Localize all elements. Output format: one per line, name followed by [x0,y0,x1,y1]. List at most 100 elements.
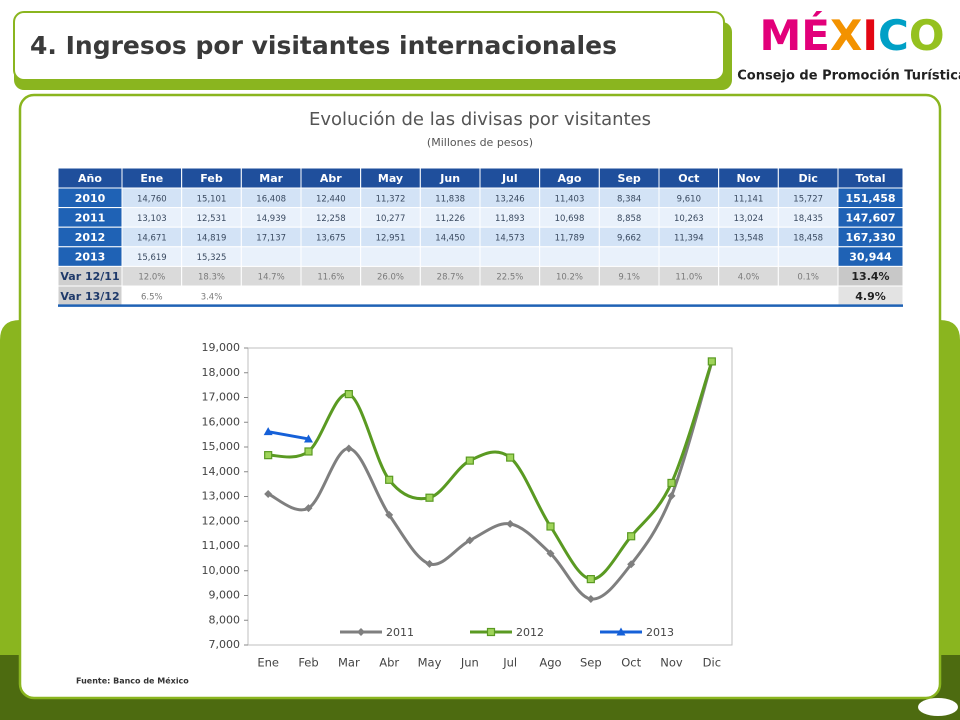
data-point [546,549,555,558]
table-cell [419,246,481,267]
data-point [304,434,313,443]
x-tick-label: Ene [257,656,279,670]
data-point [586,575,595,584]
row-label: 2010 [75,192,106,205]
table-value: 9,610 [677,194,701,204]
table-header: Año [78,172,102,185]
table-value: 12,440 [316,194,346,204]
table-value: 14,819 [197,234,227,244]
x-tick-label: Nov [660,656,683,670]
table-value: 11,226 [435,214,465,224]
table-value: 11,893 [495,214,525,224]
table-header: Sep [618,172,641,185]
table-value: 13,024 [734,214,764,224]
series-line [267,361,714,601]
data-point [627,532,636,541]
panel-subtitle: (Millones de pesos) [427,136,533,149]
x-tick-label: Ago [539,656,561,670]
table-value: 11,403 [555,194,585,204]
table-value: 14,450 [435,234,465,244]
row-label: 2012 [75,231,106,244]
legend-marker [357,628,365,636]
total-value: 13.4% [851,270,889,283]
x-tick-label: Sep [580,656,602,670]
x-tick-label: Abr [379,656,399,670]
table-cell [360,285,421,307]
table-cell [360,246,421,267]
data-point [264,489,273,498]
table-header: Jul [501,172,518,185]
table-cell [777,285,839,307]
table-header: Total [855,172,885,185]
table-value: 17,137 [256,234,286,244]
total-value: 147,607 [845,211,895,224]
table-value: 11.0% [675,273,702,283]
y-tick-label: 12,000 [202,514,241,527]
data-point [425,493,434,502]
data-point [465,536,474,545]
data-point [344,390,353,399]
table-value: 11,372 [376,194,406,204]
table-value: 10,698 [555,214,585,224]
panel-title: Evolución de las divisas por visitantes [309,109,651,130]
table-cell [718,285,779,307]
table-cell [300,246,362,267]
y-tick-label: 13,000 [202,490,241,503]
table-cell [539,246,600,267]
row-label: Var 13/12 [60,290,119,303]
logo-subtitle: Consejo de Promoción Turística [737,69,960,84]
table-cell [539,285,600,307]
y-tick-label: 19,000 [202,341,241,354]
y-tick-label: 11,000 [202,539,241,552]
y-tick-label: 14,000 [202,465,241,478]
x-tick-label: Jun [460,656,479,670]
table-value: 3.4% [201,292,223,302]
table-value: 28.7% [437,273,464,283]
table-value: 14,671 [137,234,167,244]
data-point [344,444,353,453]
table-value: 13,103 [137,214,167,224]
table-value: 13,548 [734,234,764,244]
table-cell [598,285,660,307]
table-value: 11,141 [734,194,764,204]
data-point [465,456,474,465]
table-cell [479,285,541,307]
total-value: 30,944 [849,251,892,264]
table-header: Dic [798,172,817,185]
table-cell [658,246,720,267]
y-tick-label: 10,000 [202,564,241,577]
table-value: 6.5% [141,292,163,302]
table-cell [598,246,660,267]
table-value: 14,939 [256,214,286,224]
data-point [385,475,394,484]
data-point [425,559,434,568]
table-value: 12.0% [138,273,165,283]
table-value: 14,573 [495,234,525,244]
table-cell [300,285,362,307]
table-value: 10.2% [556,273,583,283]
table-header: Nov [737,172,762,185]
total-value: 4.9% [855,290,886,303]
table-value: 12,258 [316,214,346,224]
y-tick-label: 9,000 [209,589,241,602]
row-label: 2011 [75,211,106,224]
legend-label: 2013 [646,626,674,639]
table-value: 11,838 [435,194,465,204]
total-value: 151,458 [845,192,895,205]
table-value: 15,727 [793,194,823,204]
table-value: 11,789 [555,234,585,244]
table-cell [718,246,779,267]
table-header: Abr [320,172,342,185]
row-label: Var 12/11 [60,270,119,283]
table-value: 18,435 [793,214,823,224]
data-point [304,504,313,513]
x-tick-label: May [418,656,442,670]
table-header: May [378,172,403,185]
header-box [13,11,725,81]
table-value: 14,760 [137,194,167,204]
table-header: Oct [678,172,699,185]
table-value: 22.5% [496,273,523,283]
header-title: 4. Ingresos por visitantes internacional… [30,31,617,60]
table-value: 13,246 [495,194,525,204]
